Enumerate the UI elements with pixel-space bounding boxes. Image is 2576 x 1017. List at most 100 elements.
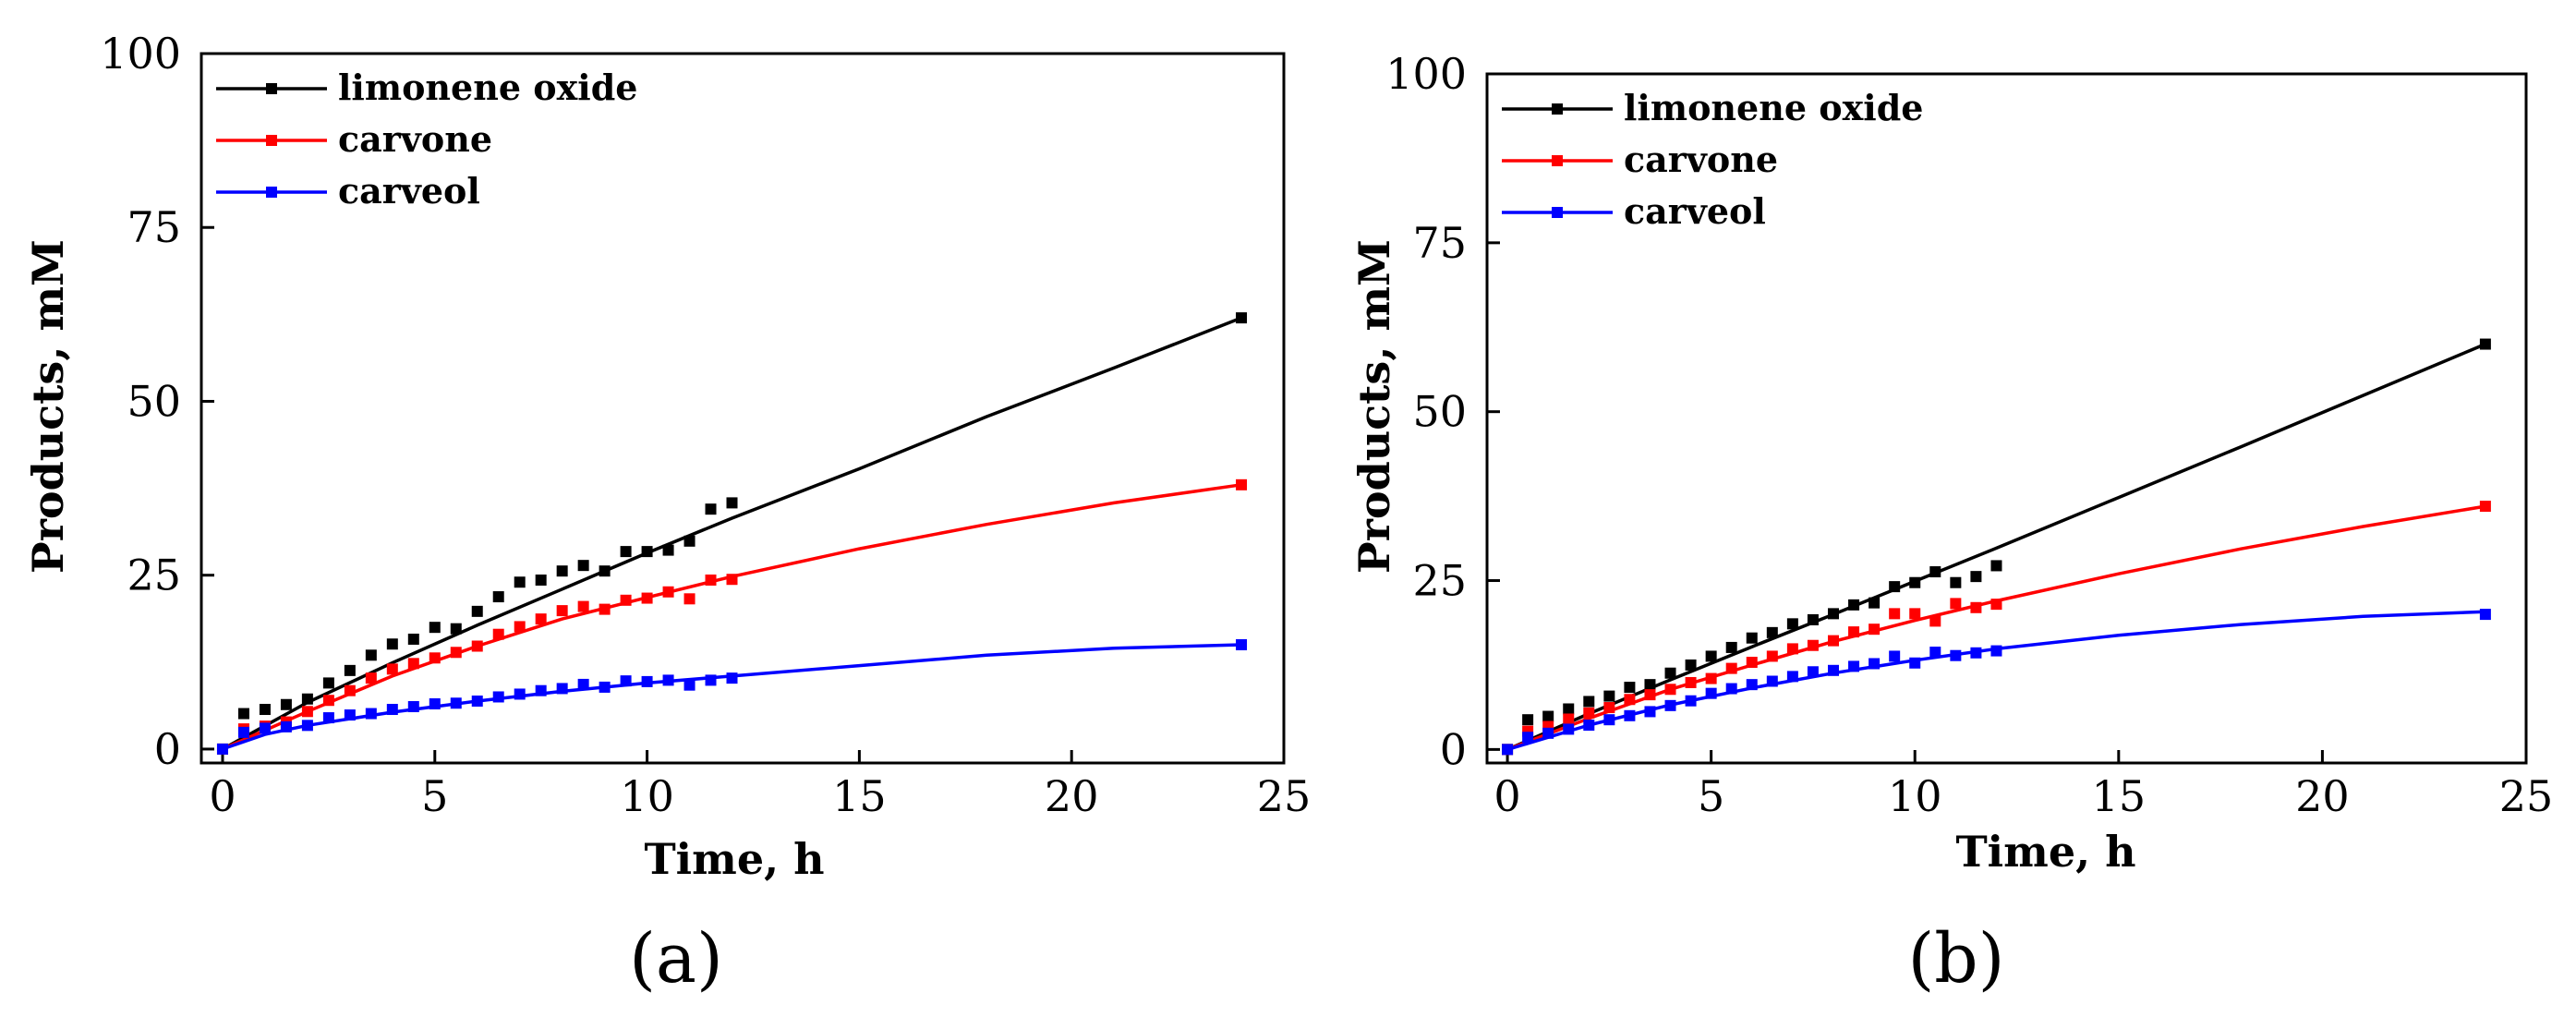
data-point-carveol bbox=[577, 678, 589, 690]
data-point-limonene-oxide bbox=[429, 622, 441, 634]
data-point-carvone bbox=[1828, 635, 1839, 647]
data-point-carvone bbox=[471, 640, 483, 652]
x-tick-label: 0 bbox=[1494, 771, 1520, 821]
data-point-limonene-oxide bbox=[237, 708, 249, 720]
chart-panel-a: Products, mM Time, h (a) 0 5 10 15 20 25 0 25 50… bbox=[23, 29, 1311, 999]
data-point-carvone bbox=[1909, 608, 1921, 620]
y-tick-label: 100 bbox=[1385, 49, 1467, 99]
data-point-carvone bbox=[2479, 501, 2491, 513]
data-point-carvone bbox=[620, 594, 632, 606]
data-point-limonene-oxide bbox=[1746, 632, 1758, 644]
data-point-carvone bbox=[1644, 689, 1656, 701]
data-point-carvone bbox=[1766, 650, 1778, 662]
data-point-carveol bbox=[535, 684, 547, 696]
data-point-carveol bbox=[1664, 699, 1676, 711]
data-point-carveol bbox=[407, 701, 419, 713]
data-point-limonene-oxide bbox=[386, 638, 398, 650]
y-tick-label: 0 bbox=[154, 724, 181, 774]
x-tick-label: 10 bbox=[1888, 771, 1942, 821]
data-point-limonene-oxide bbox=[1869, 597, 1881, 609]
data-point-carvone bbox=[1705, 672, 1717, 684]
data-point-carvone bbox=[556, 605, 568, 617]
data-point-limonene-oxide bbox=[726, 497, 738, 509]
chart-panel-b: Products, mM Time, h (b) 0 5 10 15 20 25 0 25 50… bbox=[1349, 49, 2553, 999]
x-tick-label: 20 bbox=[1045, 771, 1099, 821]
legend-marker-limonene-oxide bbox=[1552, 103, 1563, 115]
data-point-carveol bbox=[599, 681, 611, 693]
data-point-limonene-oxide bbox=[1909, 576, 1921, 588]
data-point-carvone bbox=[1725, 662, 1737, 674]
data-point-limonene-oxide bbox=[259, 704, 271, 716]
data-point-carveol bbox=[1563, 723, 1575, 735]
data-point-carvone bbox=[1664, 684, 1676, 696]
data-point-carveol bbox=[365, 708, 377, 720]
data-point-carveol bbox=[556, 683, 568, 695]
data-point-carvone bbox=[705, 574, 717, 586]
data-point-carveol bbox=[662, 674, 674, 686]
y-tick-label: 100 bbox=[100, 29, 181, 79]
data-point-carveol bbox=[705, 674, 717, 686]
data-point-limonene-oxide bbox=[1236, 312, 1248, 324]
data-point-carveol bbox=[450, 697, 462, 709]
data-point-limonene-oxide bbox=[641, 546, 653, 558]
data-point-limonene-oxide bbox=[1970, 571, 1982, 583]
x-axis-title-b: Time, h bbox=[1955, 827, 2135, 877]
data-point-carvone bbox=[1807, 639, 1819, 651]
data-point-limonene-oxide bbox=[1725, 641, 1737, 653]
data-point-carveol bbox=[1583, 720, 1595, 732]
data-point-limonene-oxide bbox=[1828, 608, 1839, 620]
data-point-carveol bbox=[1542, 727, 1554, 739]
data-point-carveol bbox=[237, 726, 249, 738]
data-point-carveol bbox=[1889, 650, 1901, 662]
data-point-carveol bbox=[1990, 645, 2002, 657]
data-point-carvone bbox=[577, 600, 589, 612]
data-point-carveol bbox=[1848, 660, 1860, 672]
x-tick-label: 0 bbox=[209, 771, 236, 821]
x-tick-label: 15 bbox=[832, 771, 887, 821]
panel-label-b: (b) bbox=[1907, 919, 2004, 999]
data-point-limonene-oxide bbox=[599, 565, 611, 577]
legend-label-carveol: carveol bbox=[338, 170, 480, 212]
x-tick-label: 25 bbox=[2499, 771, 2554, 821]
data-point-carveol bbox=[726, 672, 738, 684]
x-tick-label: 25 bbox=[1257, 771, 1312, 821]
x-axis-title-a: Time, h bbox=[644, 834, 824, 884]
data-point-limonene-oxide bbox=[471, 605, 483, 617]
data-point-limonene-oxide bbox=[1685, 659, 1697, 671]
data-point-carveol bbox=[1909, 657, 1921, 669]
data-point-carveol bbox=[344, 709, 356, 721]
data-point-limonene-oxide bbox=[450, 623, 462, 635]
data-point-limonene-oxide bbox=[1644, 679, 1656, 691]
data-point-carveol bbox=[216, 743, 228, 755]
data-point-limonene-oxide bbox=[301, 693, 313, 705]
data-point-limonene-oxide bbox=[535, 574, 547, 586]
data-point-limonene-oxide bbox=[1705, 650, 1717, 662]
data-point-carveol bbox=[386, 704, 398, 716]
data-point-limonene-oxide bbox=[577, 560, 589, 572]
data-point-limonene-oxide bbox=[1583, 696, 1595, 708]
legend-label-carvone: carvone bbox=[1624, 139, 1778, 180]
data-point-carvone bbox=[365, 672, 377, 684]
data-point-carveol bbox=[429, 698, 441, 709]
data-point-carvone bbox=[726, 574, 738, 586]
legend-marker-carveol bbox=[1552, 207, 1563, 218]
y-tick-label: 50 bbox=[1412, 387, 1467, 437]
data-point-carveol bbox=[1522, 732, 1534, 744]
data-point-carvone bbox=[322, 695, 334, 707]
data-point-carvone bbox=[429, 652, 441, 664]
data-point-limonene-oxide bbox=[1542, 710, 1554, 722]
data-point-carveol bbox=[1869, 658, 1881, 670]
y-axis-title-a: Products, mM bbox=[23, 239, 73, 574]
data-point-limonene-oxide bbox=[1624, 682, 1636, 694]
legend-label-carvone: carvone bbox=[338, 118, 492, 160]
data-point-carvone bbox=[1869, 624, 1881, 636]
data-point-limonene-oxide bbox=[1786, 618, 1798, 630]
fit-line-carvone bbox=[1506, 504, 2486, 752]
y-tick-label: 75 bbox=[1412, 218, 1467, 268]
data-point-carveol bbox=[514, 688, 526, 700]
data-point-carveol bbox=[1705, 687, 1717, 699]
data-point-limonene-oxide bbox=[344, 664, 356, 676]
panel-label-a: (a) bbox=[629, 919, 723, 999]
x-tick-label: 15 bbox=[2092, 771, 2147, 821]
y-tick-label: 25 bbox=[127, 551, 181, 600]
